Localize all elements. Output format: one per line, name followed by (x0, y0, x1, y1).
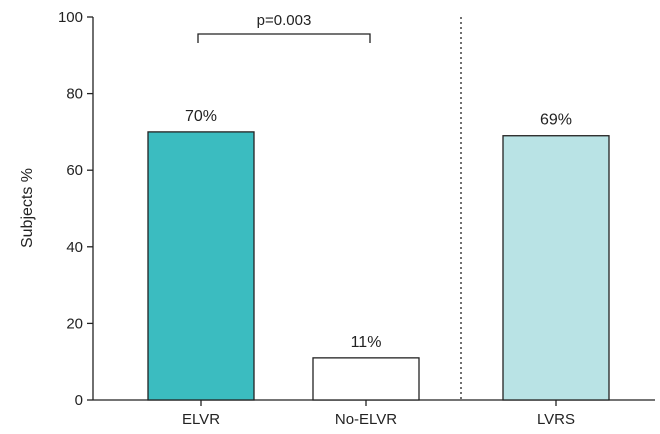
x-tick-label: LVRS (537, 411, 575, 428)
y-tick-label: 80 (66, 86, 83, 103)
y-tick-label: 20 (66, 315, 83, 332)
y-axis-label: Subjects % (19, 168, 36, 248)
y-tick-label: 60 (66, 162, 83, 179)
data-labels: 70% 11% 69% (185, 108, 572, 351)
significance-bracket (197, 33, 371, 43)
bar-lvrs (502, 135, 610, 401)
data-label: 69% (540, 112, 572, 129)
y-tick-label: 40 (66, 239, 83, 256)
bar-elvr (147, 131, 255, 401)
x-axis: ELVR No-ELVR LVRS (93, 399, 655, 428)
data-label: 70% (185, 108, 217, 125)
y-tick-label: 100 (58, 9, 83, 26)
p-value-label: p=0.003 (257, 12, 312, 29)
significance-annotation: p=0.003 (197, 12, 371, 43)
x-tick-label: ELVR (182, 411, 220, 428)
bars (147, 131, 610, 401)
data-label: 11% (351, 334, 382, 351)
y-axis: 0 20 40 60 80 100 (58, 9, 94, 409)
x-tick-label: No-ELVR (335, 411, 397, 428)
y-tick-label: 0 (75, 392, 83, 409)
bar-no-elvr (312, 357, 420, 401)
